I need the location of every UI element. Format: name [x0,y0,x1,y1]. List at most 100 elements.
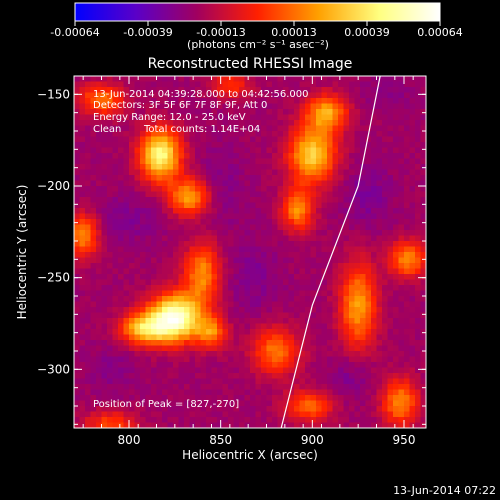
heatmap-cell [327,406,333,412]
heatmap-cell [305,219,311,225]
heatmap-cell [321,208,328,214]
heatmap-cell [217,169,223,176]
heatmap-cell [327,356,333,363]
heatmap-cell [217,312,223,319]
heatmap-cell [123,136,130,143]
heatmap-cell [162,307,168,313]
heatmap-cell [371,153,377,159]
heatmap-cell [371,279,377,286]
heatmap-cell [189,345,196,352]
heatmap-cell [195,301,201,308]
heatmap-cell [250,197,256,203]
heatmap-cell [338,175,344,181]
heatmap-cell [173,329,179,335]
heatmap-cell [167,158,174,165]
heatmap-cell [343,422,350,428]
heatmap-cell [156,202,163,209]
heatmap-cell [250,329,256,335]
heatmap-cell [294,406,300,412]
heatmap-cell [118,197,124,203]
heatmap-cell [134,202,141,209]
heatmap-cell [96,120,102,126]
heatmap-cell [233,400,240,407]
heatmap-cell [365,268,372,275]
heatmap-cell [189,285,196,291]
heatmap-cell [266,164,273,170]
heatmap-cell [151,158,157,165]
heatmap-cell [151,268,157,275]
heatmap-cell [376,263,383,269]
heatmap-cell [189,120,196,126]
heatmap-cell [310,263,317,269]
heatmap-cell [376,329,383,335]
heatmap-cell [382,411,388,418]
heatmap-cell [376,301,383,308]
heatmap-cell [195,114,201,121]
heatmap-cell [184,241,190,247]
heatmap-cell [244,191,251,198]
heatmap-cell [376,340,383,346]
heatmap-cell [365,120,372,126]
heatmap-cell [310,109,317,115]
heatmap-cell [382,400,388,407]
heatmap-cell [404,219,410,225]
heatmap-cell [398,219,405,225]
heatmap-cell [167,417,174,423]
heatmap-cell [90,131,97,137]
heatmap-cell [261,175,267,181]
heatmap-cell [123,373,130,379]
heatmap-cell [310,422,317,428]
heatmap-cell [189,417,196,423]
heatmap-cell [211,340,218,346]
heatmap-cell [189,103,196,110]
heatmap-cell [398,345,405,352]
heatmap-cell [96,285,102,291]
heatmap-cell [233,191,240,198]
heatmap-cell [184,296,190,302]
heatmap-cell [217,296,223,302]
heatmap-cell [107,87,113,93]
heatmap-cell [118,92,124,99]
heatmap-cell [134,340,141,346]
heatmap-cell [211,290,218,297]
heatmap-cell [365,219,372,225]
heatmap-cell [167,125,174,132]
heatmap-cell [365,378,372,385]
heatmap-cell [288,422,295,428]
heatmap-cell [74,318,80,324]
heatmap-cell [332,340,339,346]
heatmap-cell [101,98,108,104]
heatmap-cell [184,175,190,181]
heatmap-cell [233,279,240,286]
heatmap-cell [90,285,97,291]
heatmap-cell [393,301,399,308]
heatmap-cell [107,252,113,258]
heatmap-cell [415,158,421,165]
heatmap-cell [156,351,163,357]
heatmap-cell [90,329,97,335]
heatmap-cell [233,378,240,385]
heatmap-cell [156,406,163,412]
heatmap-cell [244,373,251,379]
heatmap-cell [283,125,289,132]
heatmap-cell [338,323,344,330]
heatmap-cell [178,219,185,225]
heatmap-cell [151,301,157,308]
heatmap-cell [206,109,212,115]
heatmap-cell [189,373,196,379]
heatmap-cell [145,125,152,132]
heatmap-cell [107,356,113,363]
heatmap-cell [178,235,185,242]
heatmap-cell [321,356,328,363]
heatmap-cell [206,153,212,159]
heatmap-cell [261,87,267,93]
heatmap-cell [96,180,102,187]
heatmap-cell [211,219,218,225]
heatmap-cell [316,400,322,407]
heatmap-cell [321,422,328,428]
heatmap-cell [123,164,130,170]
heatmap-cell [79,378,86,385]
heatmap-cell [79,98,86,104]
heatmap-cell [255,175,262,181]
heatmap-cell [343,274,350,280]
